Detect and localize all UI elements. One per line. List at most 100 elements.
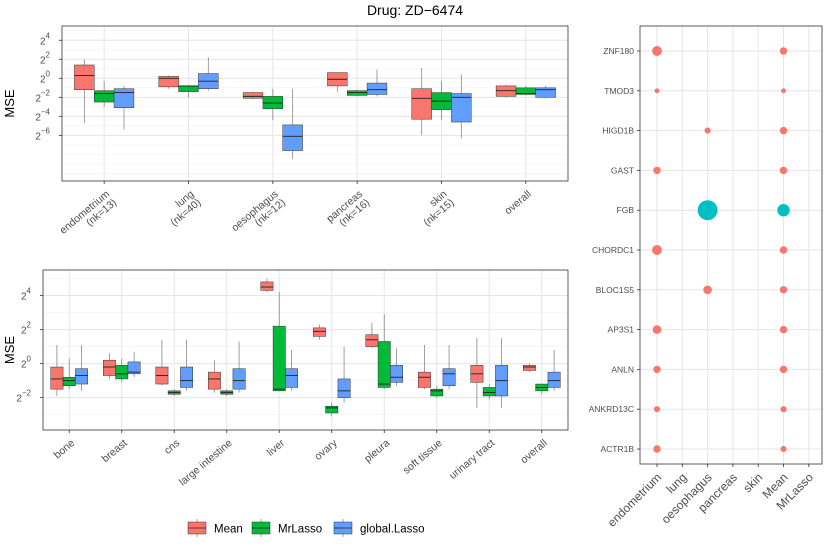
y-tick-exponent: 0 [27, 355, 32, 364]
category-group-large-intestine [207, 341, 246, 396]
dot-znf180-mean [779, 47, 788, 55]
box-body [282, 124, 303, 151]
gene-label-chordc1: CHORDC1 [592, 245, 634, 255]
box-cns-mrlasso [167, 389, 181, 396]
y-tick-exponent: −4 [41, 107, 51, 116]
dot-anln-mean [779, 365, 788, 374]
box-overall-mean [495, 84, 517, 98]
box-overall-global-lasso [547, 350, 561, 391]
gene-label-tmod3: TMOD3 [604, 86, 634, 96]
box-body [94, 90, 115, 103]
box-soft-tissue-global-lasso [442, 344, 456, 390]
box-overall-global-lasso [535, 85, 556, 99]
box-body [158, 76, 179, 88]
x-tick-label: liver [265, 437, 288, 459]
box-large-intestine-mrlasso [220, 389, 234, 396]
x-tick-label: cns [162, 437, 182, 457]
x-tick-label: lung(nk=40) [161, 188, 203, 229]
x-tick-label-main: bone [52, 437, 78, 461]
gene-label-actr1b: ACTR1B [600, 444, 634, 454]
y-tick-exponent: −6 [41, 126, 51, 135]
box-bone-mrlasso [62, 358, 76, 390]
dot-tmod3-endometrium [654, 88, 660, 94]
box-body [180, 366, 194, 388]
y-tick-exponent: 4 [27, 287, 32, 296]
box-pleura-global-lasso [390, 348, 404, 386]
x-tick-label-main: urinary tract [447, 437, 497, 482]
category-group-endometrium [74, 59, 135, 130]
dot-gast-mean [779, 166, 788, 175]
x-tick-label-main: ovary [312, 437, 340, 463]
box-pancreas-global-lasso [366, 69, 388, 97]
category-group-breast [102, 351, 141, 383]
x-tick-label-main: breast [100, 437, 130, 465]
box-body [495, 85, 517, 97]
box-urinary-tract-mean [470, 338, 484, 408]
gene-label-fgb: FGB [617, 205, 635, 215]
category-group-skin [411, 67, 472, 139]
dot-chordc1-mean [779, 246, 788, 254]
dot-bloc1s5-oesophagus [703, 285, 712, 295]
box-body [442, 368, 456, 386]
dot-ankrd13c-mean [780, 406, 787, 413]
gene-label-higd1b: HIGD1B [602, 126, 634, 136]
x-tick-label: pancreas(nk=16) [324, 188, 372, 233]
box-bone-mean [50, 344, 64, 396]
gene-label-znf180: ZNF180 [603, 46, 634, 56]
figure-title: Drug: ZD−6474 [367, 2, 463, 18]
box-body [74, 64, 95, 90]
box-cns-global-lasso [180, 339, 194, 391]
box-pleura-mrlasso [377, 314, 391, 390]
box-body [102, 359, 116, 376]
box-body [262, 96, 283, 109]
box-lung-mrlasso [178, 84, 199, 98]
y-tick-label: 20 [40, 69, 51, 85]
legend-label: Mean [214, 524, 243, 536]
box-bone-global-lasso [75, 344, 89, 391]
x-tick-label-main: soft tissue [401, 437, 445, 477]
box-body [411, 88, 432, 120]
y-tick-exponent: 4 [46, 31, 51, 40]
box-soft-tissue-mean [417, 344, 431, 390]
box-endometrium-mean [74, 59, 95, 123]
box-urinary-tract-mrlasso [482, 384, 496, 400]
legend-item-mrlasso: MrLasso [251, 519, 322, 537]
box-body [325, 405, 339, 414]
box-body [272, 325, 286, 392]
dot-bloc1s5-mean [779, 286, 788, 294]
dot-tmod3-mean [781, 88, 786, 94]
box-lung-global-lasso [198, 57, 219, 91]
box-liver-mean [260, 278, 274, 293]
dot-higd1b-mean [779, 126, 788, 135]
box-body [365, 334, 379, 347]
box-body [390, 365, 404, 383]
dot-ankrd13c-endometrium [653, 406, 661, 413]
category-group-bone [50, 344, 89, 396]
x-tick-label-main: cns [162, 437, 182, 457]
x-tick-label: breast [100, 437, 130, 465]
box-body [347, 90, 368, 96]
box-body [377, 341, 391, 388]
box-pleura-mean [365, 322, 379, 349]
y-tick-label: 2−2 [35, 88, 50, 104]
box-body [451, 93, 472, 123]
legend: Mean MrLasso global.Lasso [187, 519, 425, 537]
category-group-ovary [312, 324, 351, 417]
box-breast-global-lasso [127, 351, 141, 378]
box-oesophagus-mean [242, 91, 264, 100]
box-pancreas-mean [327, 72, 348, 92]
gene-label-ankrd13c: ANKRD13C [589, 404, 634, 414]
box-ovary-global-lasso [337, 346, 351, 403]
y-tick-exponent: 2 [46, 50, 51, 59]
dot-actr1b-mean [780, 445, 787, 453]
dot-higd1b-oesophagus [704, 127, 711, 134]
y-tick-label: 2−4 [35, 107, 50, 123]
x-tick-label-main: liver [265, 437, 288, 459]
y-tick-label: 20 [21, 355, 32, 371]
box-body [75, 368, 89, 385]
x-tick-label-main: overall [518, 437, 549, 466]
y-tick-label: 22 [40, 50, 51, 66]
box-body [50, 366, 64, 390]
panel-border [61, 25, 569, 182]
x-tick-label: skin(nk=15) [414, 188, 456, 229]
